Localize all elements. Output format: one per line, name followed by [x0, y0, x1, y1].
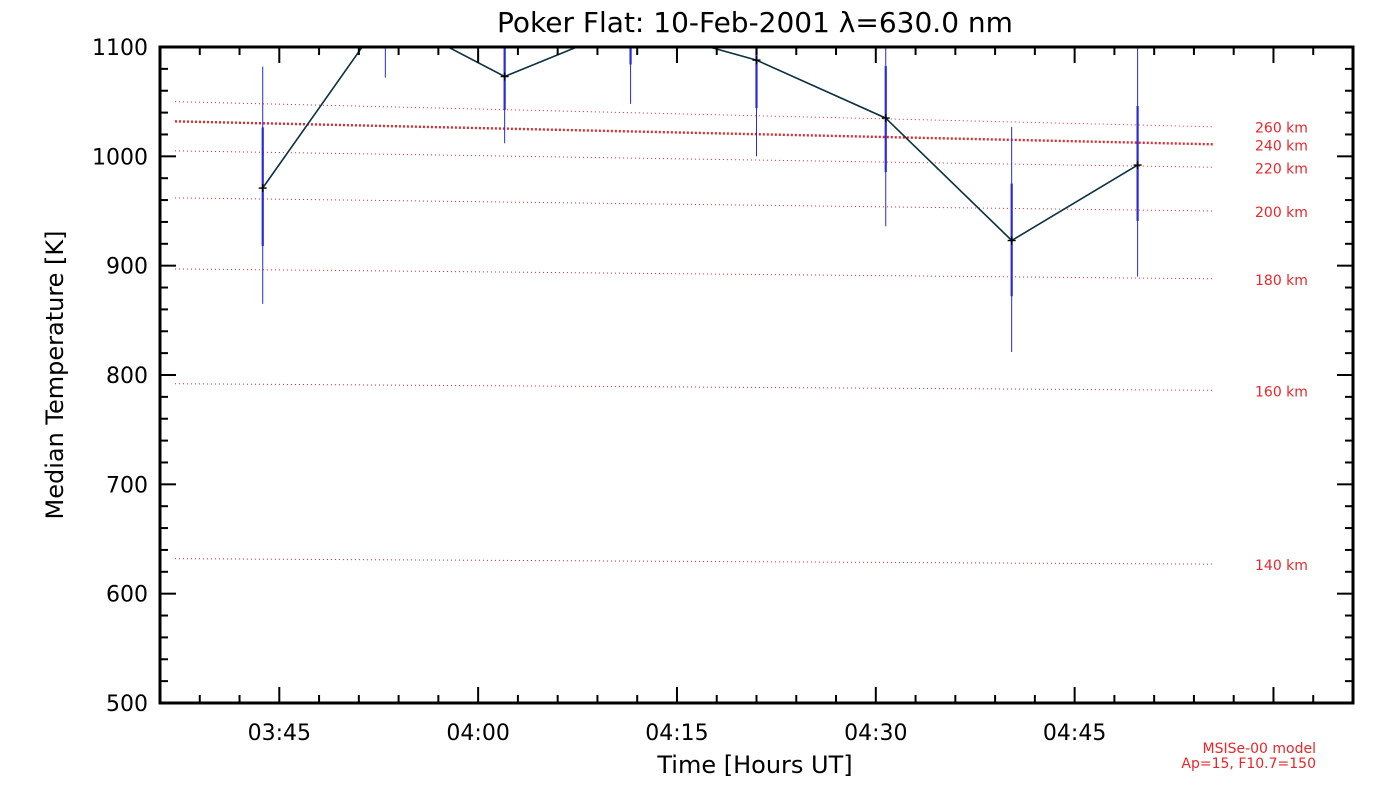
model-annotation-line2: Ap=15, F10.7=150 [1181, 756, 1316, 772]
series-clip-group [258, 10, 1142, 353]
model-label-200km: 200 km [1255, 205, 1308, 221]
chart-title: Poker Flat: 10-Feb-2001 λ=630.0 nm [497, 6, 1013, 39]
model-label-220km: 220 km [1255, 161, 1308, 177]
x-tick-labels: 03:45 04:00 04:15 04:30 04:45 [248, 721, 1107, 746]
model-line-180km [174, 268, 1214, 280]
model-line-200km [174, 197, 1214, 212]
data-point [381, 10, 389, 18]
data-point [752, 56, 761, 65]
model-label-240km: 240 km [1255, 138, 1308, 154]
model-line-160km [174, 383, 1214, 391]
y-tick-label: 900 [106, 255, 148, 280]
model-label-180km: 180 km [1255, 273, 1308, 289]
series-line [262, 47, 1139, 242]
x-tick-label: 04:15 [645, 721, 708, 746]
y-tick-label: 600 [106, 583, 148, 608]
series-layer [258, 10, 1142, 353]
model-line-140km [174, 558, 1214, 565]
x-tick-label: 04:45 [1043, 721, 1106, 746]
model-label-260km: 260 km [1255, 120, 1308, 136]
y-tick-labels: 500 600 700 800 900 1000 1100 [92, 36, 148, 717]
y-tick-label: 500 [106, 692, 148, 717]
model-line-260km [174, 101, 1214, 128]
x-tick-label: 04:00 [446, 721, 509, 746]
y-axis-label: Median Temperature [K] [41, 230, 69, 519]
y-tick-label: 800 [106, 364, 148, 389]
model-line-220km [174, 150, 1214, 168]
axis-ticks [159, 46, 1354, 704]
data-point [1007, 236, 1016, 245]
data-point [258, 184, 267, 193]
model-labels: 140 km 160 km 180 km 200 km 220 km 240 km 260 … [1255, 120, 1308, 574]
y-tick-label: 1100 [92, 36, 148, 61]
y-tick-label: 700 [106, 473, 148, 498]
x-tick-label: 04:30 [844, 721, 907, 746]
data-point [1133, 161, 1142, 170]
model-lines [174, 101, 1214, 565]
y-tick-label: 1000 [92, 145, 148, 170]
data-point [500, 72, 509, 81]
model-label-160km: 160 km [1255, 384, 1308, 400]
x-axis-label: Time [Hours UT] [656, 751, 852, 779]
model-label-140km: 140 km [1255, 558, 1308, 574]
model-annotation-line1: MSISe-00 model [1202, 741, 1316, 757]
model-line-240km [174, 120, 1214, 146]
x-tick-label: 03:45 [248, 721, 311, 746]
data-point [881, 114, 890, 123]
